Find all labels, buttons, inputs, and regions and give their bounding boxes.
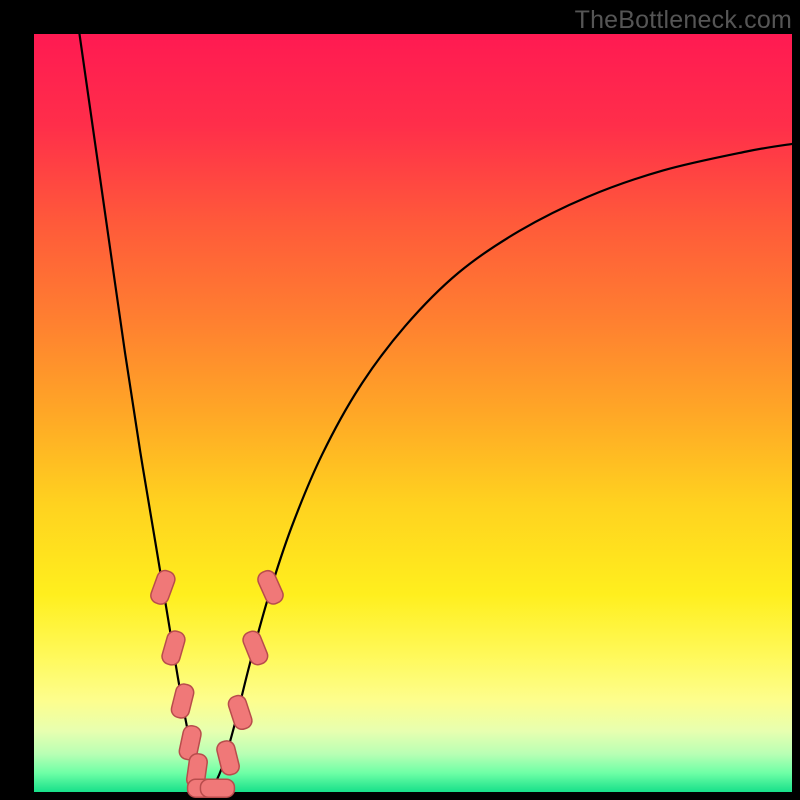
chart-stage: TheBottleneck.com xyxy=(0,0,800,800)
watermark-text: TheBottleneck.com xyxy=(575,4,792,33)
plot-background xyxy=(34,34,792,792)
